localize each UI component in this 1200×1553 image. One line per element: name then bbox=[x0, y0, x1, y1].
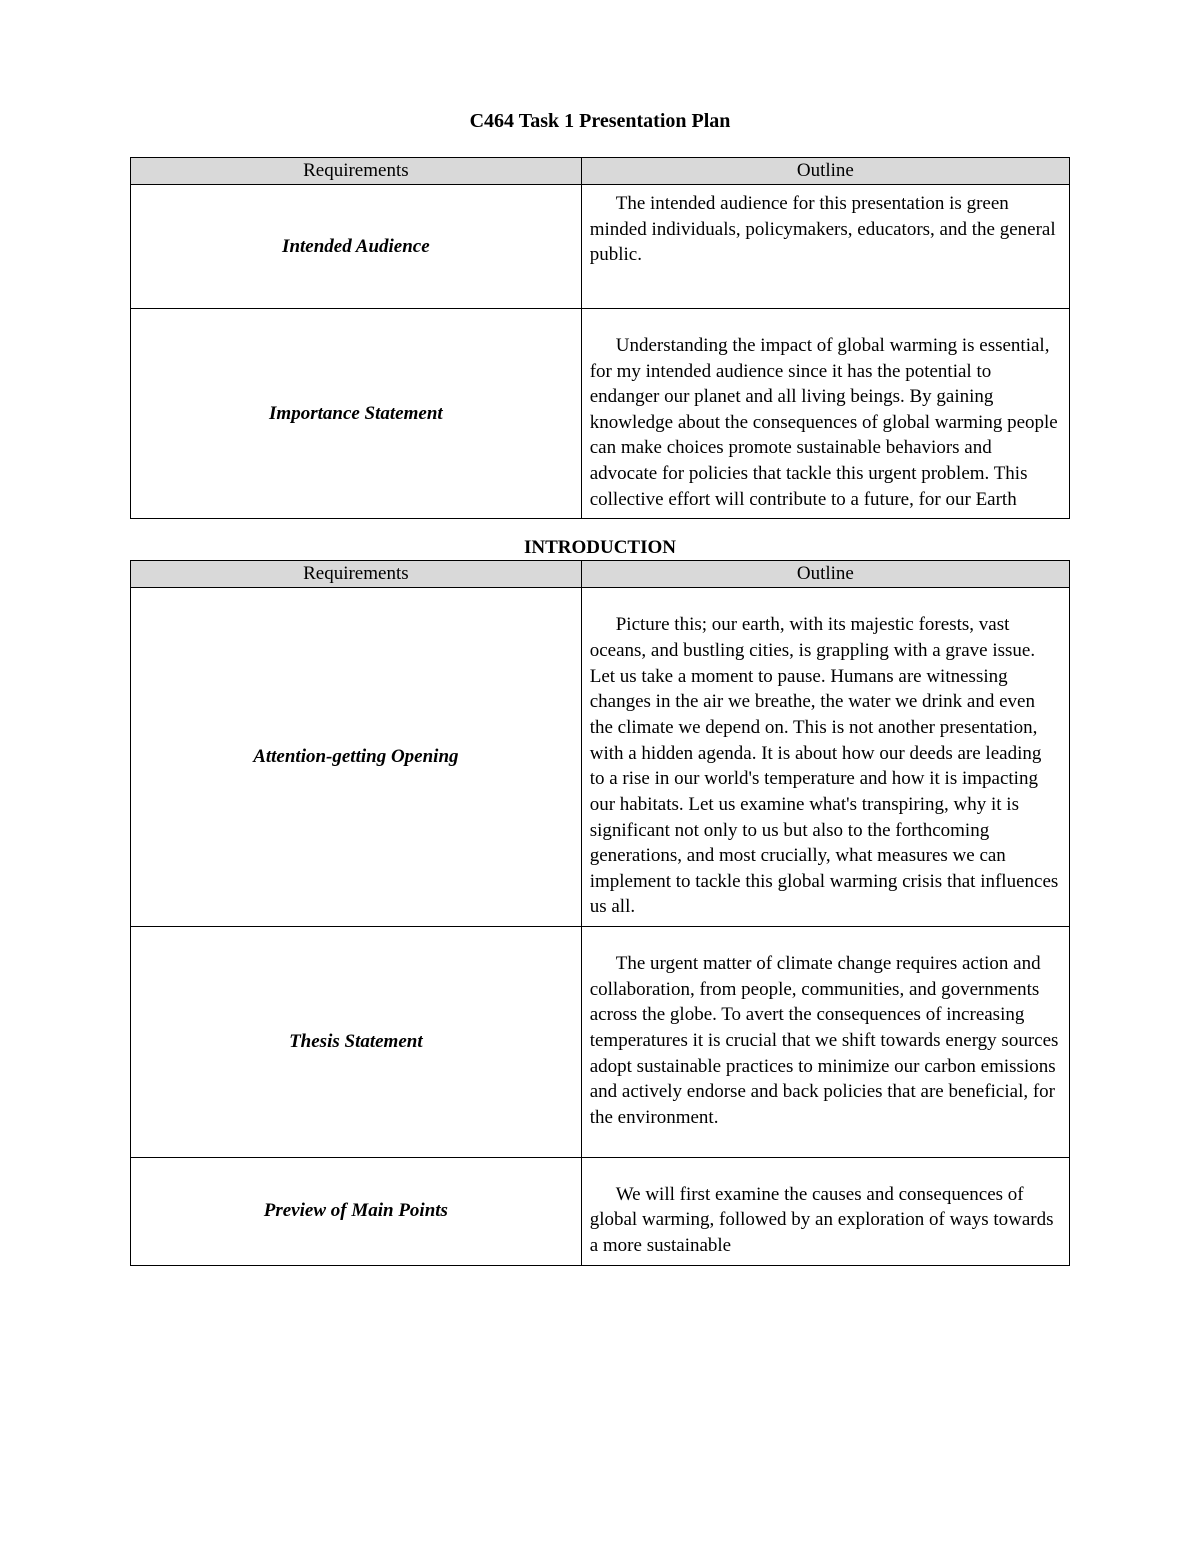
table-row: Attention-getting Opening Picture this; … bbox=[131, 588, 1070, 927]
outline-paragraph: The urgent matter of climate change requ… bbox=[590, 951, 1059, 1130]
outline-paragraph: Understanding the impact of global warmi… bbox=[590, 333, 1059, 512]
outline-paragraph: We will first examine the causes and con… bbox=[590, 1182, 1059, 1259]
outline-text: We will first examine the causes and con… bbox=[581, 1157, 1069, 1265]
table-row: Preview of Main Points We will first exa… bbox=[131, 1157, 1070, 1265]
requirement-label: Thesis Statement bbox=[131, 927, 582, 1157]
requirement-label: Intended Audience bbox=[131, 185, 582, 309]
outline-text: The intended audience for this presentat… bbox=[581, 185, 1069, 309]
table-row: Thesis Statement The urgent matter of cl… bbox=[131, 927, 1070, 1157]
requirement-label: Importance Statement bbox=[131, 308, 582, 518]
outline-paragraph: Picture this; our earth, with its majest… bbox=[590, 612, 1059, 920]
outline-paragraph: The intended audience for this presentat… bbox=[590, 191, 1059, 268]
table-row: Intended Audience The intended audience … bbox=[131, 185, 1070, 309]
table-header-row: Requirements Outline bbox=[131, 561, 1070, 588]
table-header-row: Requirements Outline bbox=[131, 158, 1070, 185]
table-row: Importance Statement Understanding the i… bbox=[131, 308, 1070, 518]
column-header-outline: Outline bbox=[581, 158, 1069, 185]
requirement-label: Preview of Main Points bbox=[131, 1157, 582, 1265]
column-header-requirements: Requirements bbox=[131, 561, 582, 588]
outline-text: Picture this; our earth, with its majest… bbox=[581, 588, 1069, 927]
outline-text: The urgent matter of climate change requ… bbox=[581, 927, 1069, 1157]
section-1-table: Requirements Outline Intended Audience T… bbox=[130, 157, 1070, 519]
document-title: C464 Task 1 Presentation Plan bbox=[130, 110, 1070, 133]
outline-text: Understanding the impact of global warmi… bbox=[581, 308, 1069, 518]
section-header-introduction: INTRODUCTION bbox=[130, 537, 1070, 559]
requirement-label: Attention-getting Opening bbox=[131, 588, 582, 927]
column-header-outline: Outline bbox=[581, 561, 1069, 588]
section-2-table: Requirements Outline Attention-getting O… bbox=[130, 560, 1070, 1265]
column-header-requirements: Requirements bbox=[131, 158, 582, 185]
